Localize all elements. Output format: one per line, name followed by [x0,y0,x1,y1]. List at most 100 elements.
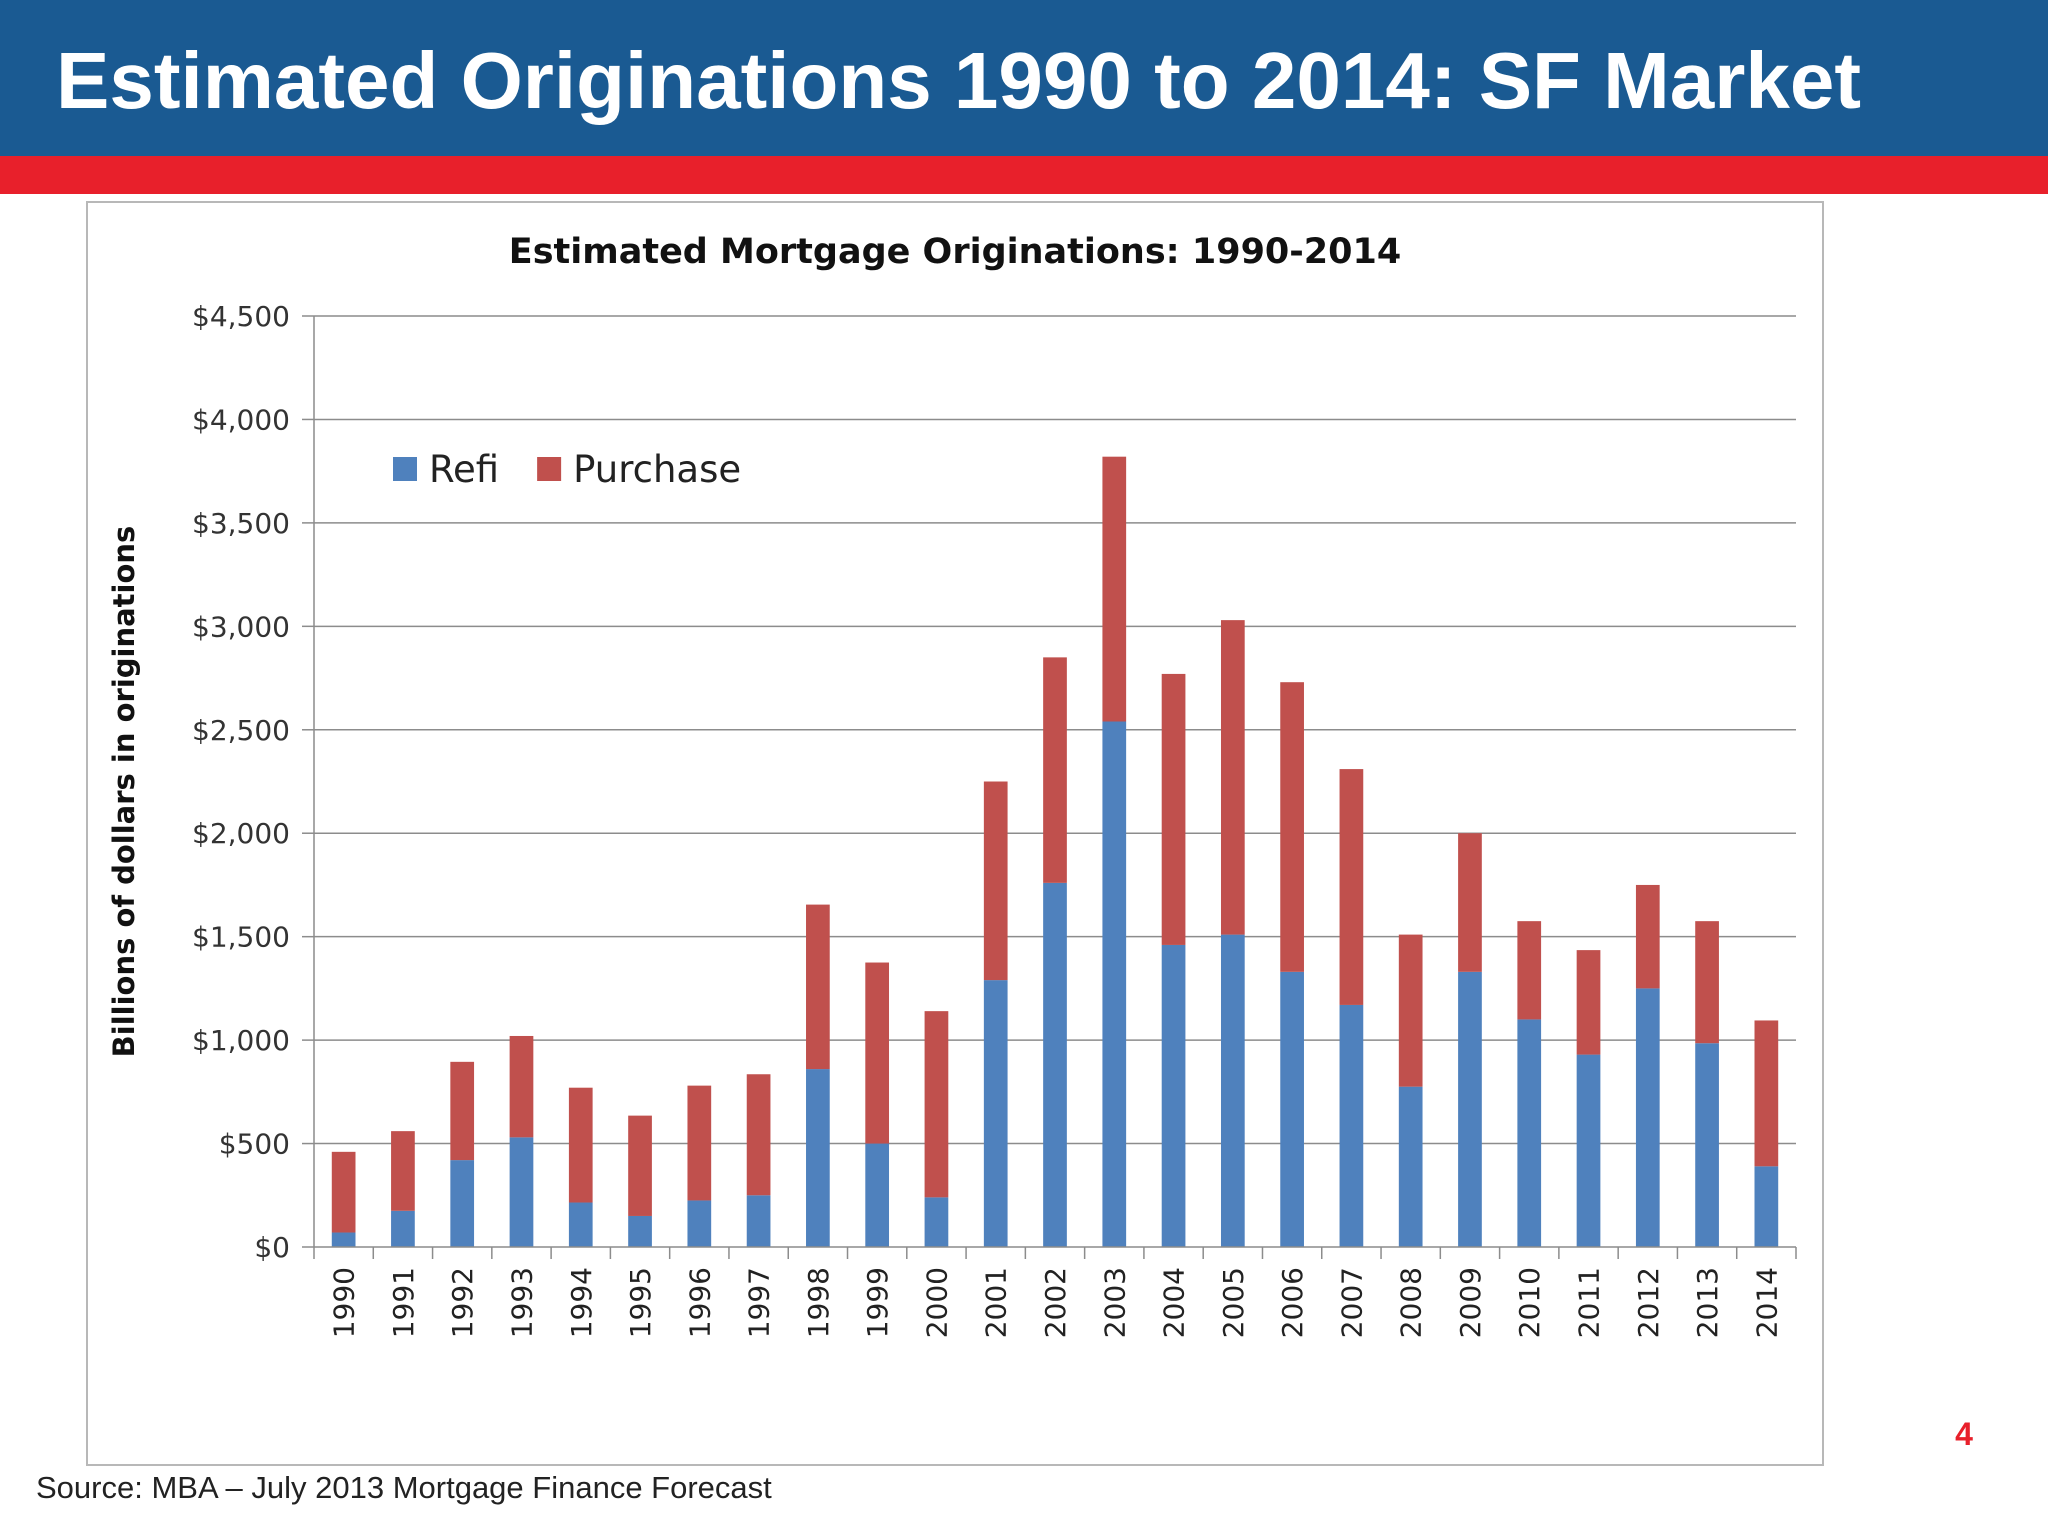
y-tick-label: $3,000 [192,610,290,643]
bar-purchase-1994 [568,1087,593,1203]
x-tick-label: 1995 [624,1267,657,1338]
x-tick-label: 2006 [1276,1267,1309,1338]
legend-swatch-purchase [537,457,562,481]
x-tick-label: 1993 [505,1267,538,1338]
y-tick-label: $3,500 [192,507,290,540]
x-tick-label: 2004 [1158,1267,1191,1338]
x-tick-label: 2010 [1513,1267,1546,1338]
bar-purchase-2004 [1161,673,1186,945]
bar-refi-1998 [806,1069,830,1247]
bar-refi-2013 [1695,1043,1719,1247]
y-axis-label: Billions of dollars in originations [107,526,141,1058]
bar-refi-2008 [1398,1086,1423,1247]
y-tick-label: $500 [219,1128,290,1161]
bar-refi-2012 [1635,988,1660,1247]
y-tick-label: $1,500 [192,921,290,954]
bar-refi-2002 [1043,882,1067,1247]
bar-purchase-1999 [865,962,890,1144]
y-tick-label: $2,000 [192,817,290,850]
x-tick-label: 2000 [920,1267,953,1338]
bar-refi-2006 [1280,971,1304,1247]
y-tick-labels: $0 $500 $1,000 $1,500 $2,000 $2,500 $3,000 $3,5… [192,300,290,1264]
y-tick-label: $4,500 [192,300,290,333]
chart-title: Estimated Mortgage Originations: 1990-20… [509,232,1401,272]
bar-purchase-1990 [331,1151,356,1233]
legend: Refi Purchase [393,448,741,491]
x-tick-label: 1991 [387,1267,420,1338]
bar-refi-1996 [687,1200,712,1247]
bar-purchase-2014 [1754,1020,1779,1167]
bar-refi-2014 [1754,1166,1779,1247]
y-tick-label: $0 [254,1231,290,1264]
x-tick-label: 2002 [1039,1267,1072,1338]
bar-refi-2000 [924,1197,949,1247]
legend-label-purchase: Purchase [573,448,741,491]
bar-purchase-1993 [509,1035,534,1138]
bar-refi-2011 [1576,1054,1601,1247]
x-tick-label: 2007 [1335,1267,1368,1338]
bar-purchase-2003 [1102,456,1127,722]
bar-purchase-1992 [450,1061,475,1161]
header-bar: Estimated Originations 1990 to 2014: SF … [0,0,2048,156]
x-tick-label: 2013 [1691,1267,1724,1338]
y-tick-label: $2,500 [192,714,290,747]
bar-purchase-2008 [1398,934,1423,1087]
bar-refi-1992 [450,1160,475,1247]
x-tick-label: 1997 [743,1267,776,1338]
chart-frame: Estimated Mortgage Originations: 1990-20… [86,201,1824,1466]
bar-refi-1991 [391,1210,415,1247]
bar-refi-2007 [1339,1004,1364,1247]
bar-refi-2003 [1102,721,1127,1247]
bar-refi-1997 [746,1195,771,1247]
bar-purchase-2013 [1695,921,1719,1044]
bar-refi-1995 [628,1215,652,1247]
bar-purchase-2009 [1458,833,1482,972]
bar-refi-2005 [1220,934,1245,1247]
x-tick-label: 2009 [1454,1267,1487,1338]
x-tick-label: 2003 [1098,1267,1131,1338]
bar-purchase-1996 [687,1085,712,1201]
bar-purchase-2000 [924,1011,949,1198]
x-tick-label: 2008 [1395,1267,1428,1338]
x-tick-label: 1996 [683,1267,716,1338]
bar-purchase-2001 [983,781,1008,981]
x-tick-label: 2014 [1750,1267,1783,1338]
axes [313,316,1797,1259]
bar-refi-2004 [1161,944,1186,1247]
bar-purchase-2011 [1576,950,1601,1055]
x-tick-label: 2001 [980,1267,1013,1338]
y-tick-label: $4,000 [192,403,290,436]
legend-label-refi: Refi [429,448,499,491]
bar-refi-1990 [331,1232,356,1247]
accent-stripe [0,156,2048,194]
bar-purchase-1995 [628,1115,652,1216]
bar-refi-2010 [1517,1019,1542,1247]
slide-title: Estimated Originations 1990 to 2014: SF … [56,36,1862,125]
x-tick-label: 1990 [328,1267,361,1338]
bar-purchase-2012 [1635,884,1660,989]
bar-refi-2009 [1458,971,1482,1247]
legend-swatch-refi [393,457,417,481]
bar-purchase-1998 [806,904,830,1070]
bar-purchase-2010 [1517,921,1542,1020]
bar-purchase-2007 [1339,769,1364,1005]
bar-purchase-1997 [746,1074,771,1196]
bars [331,456,1779,1247]
bar-purchase-2006 [1280,682,1304,972]
bar-purchase-2005 [1220,620,1245,935]
x-tick-label: 2005 [1217,1267,1250,1338]
bar-refi-1993 [509,1137,534,1247]
bar-purchase-1991 [391,1131,415,1211]
bar-refi-1999 [865,1143,890,1247]
source-note: Source: MBA – July 2013 Mortgage Finance… [36,1470,772,1505]
x-tick-label: 1992 [446,1267,479,1338]
bar-refi-2001 [983,980,1008,1247]
x-tick-label: 1994 [565,1267,598,1338]
bar-refi-1994 [568,1202,593,1247]
bar-purchase-2002 [1043,657,1067,883]
x-tick-labels: 1990 1991 1992 1993 1994 1995 1996 1997 1998 1999… [328,1267,1784,1338]
x-tick-label: 2012 [1632,1267,1665,1338]
x-tick-label: 1998 [802,1267,835,1338]
y-tick-label: $1,000 [192,1024,290,1057]
page-number: 4 [1955,1416,1973,1452]
